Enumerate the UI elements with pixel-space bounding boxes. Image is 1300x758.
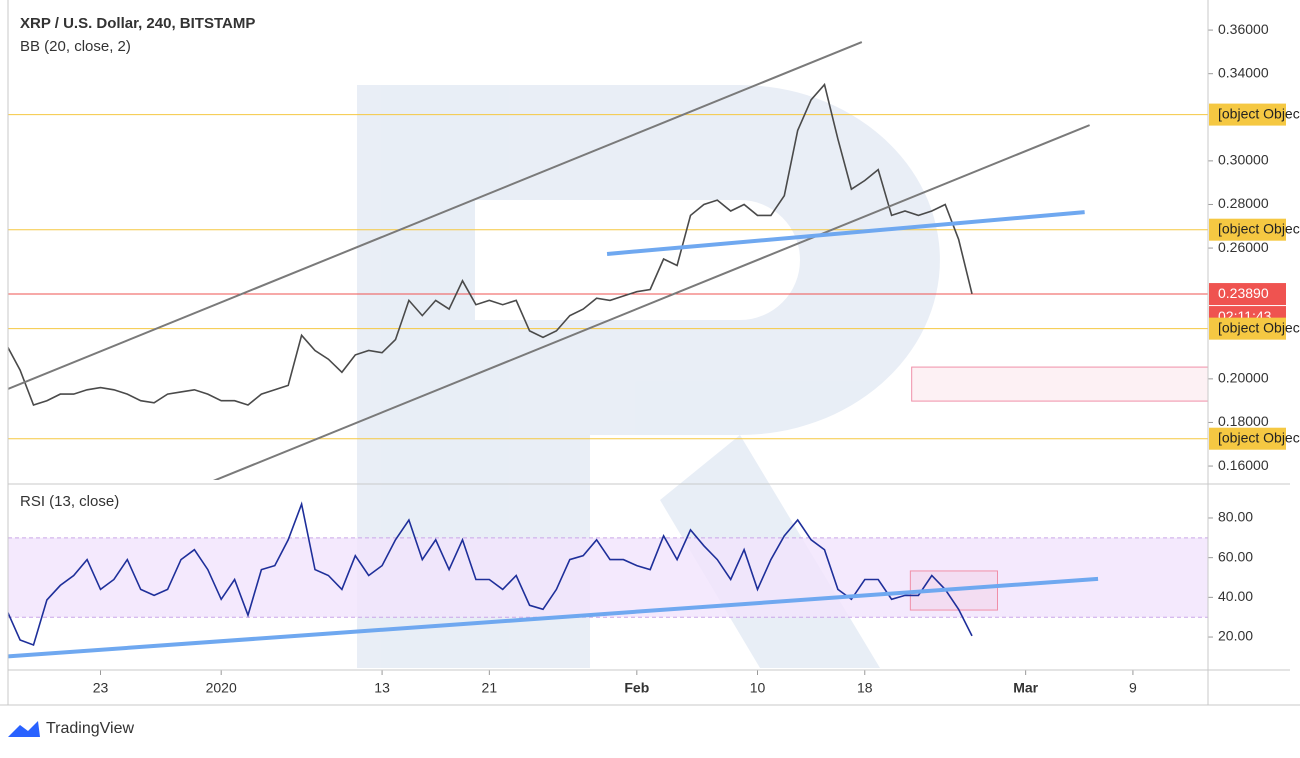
x-tick-label: Feb bbox=[624, 680, 649, 696]
chart-title: XRP / U.S. Dollar, 240, BITSTAMP bbox=[20, 15, 255, 32]
level-tag bbox=[1209, 283, 1286, 306]
series-line bbox=[8, 82, 973, 406]
level-tag-label: 0.23890 bbox=[1218, 285, 1269, 301]
y-tick-label: 0.20000 bbox=[1218, 370, 1269, 386]
y-tick-label: 20.00 bbox=[1218, 628, 1253, 644]
brand[interactable]: TradingView bbox=[46, 720, 134, 737]
trendline bbox=[606, 210, 1085, 256]
x-tick-label: 10 bbox=[750, 680, 766, 696]
x-tick-label: 23 bbox=[93, 680, 109, 696]
y-tick-label: 60.00 bbox=[1218, 548, 1253, 564]
level-tag-label: [object Object] bbox=[1218, 220, 1300, 236]
x-tick-label: 18 bbox=[857, 680, 873, 696]
level-tag-label: [object Object] bbox=[1218, 105, 1300, 121]
zone bbox=[911, 366, 1208, 402]
y-tick-label: 0.30000 bbox=[1218, 152, 1269, 168]
level-tag-label: [object Object] bbox=[1218, 429, 1300, 445]
rsi-title: RSI (13, close) bbox=[20, 493, 119, 510]
level-tag bbox=[1209, 427, 1286, 450]
y-tick-label: 40.00 bbox=[1218, 588, 1253, 604]
y-tick-label: 0.36000 bbox=[1218, 21, 1269, 37]
y-tick-label: 0.28000 bbox=[1218, 195, 1269, 211]
x-tick-label: Mar bbox=[1013, 680, 1038, 696]
y-tick-label: 0.18000 bbox=[1218, 413, 1269, 429]
trendline bbox=[212, 124, 1090, 480]
x-tick-label: 9 bbox=[1129, 680, 1137, 696]
price-pane bbox=[8, 41, 1208, 480]
series-line bbox=[8, 501, 973, 647]
level-tag bbox=[1209, 317, 1286, 340]
trendline bbox=[8, 576, 1099, 659]
y-tick-label: 0.26000 bbox=[1218, 239, 1269, 255]
y-tick-label: 0.16000 bbox=[1218, 457, 1269, 473]
x-tick-label: 13 bbox=[374, 680, 390, 696]
chart-subtitle: BB (20, close, 2) bbox=[20, 38, 131, 55]
level-tag bbox=[1209, 218, 1286, 241]
y-tick-label: 0.34000 bbox=[1218, 64, 1269, 80]
x-tick-label: 2020 bbox=[206, 680, 237, 696]
rsi-pane bbox=[8, 501, 1208, 659]
level-tag bbox=[1209, 103, 1286, 126]
level-tag-label: [object Object] bbox=[1218, 319, 1300, 335]
x-tick-label: 21 bbox=[482, 680, 498, 696]
brand-logo bbox=[8, 721, 40, 737]
y-tick-label: 80.00 bbox=[1218, 509, 1253, 525]
trendline bbox=[8, 41, 863, 391]
rsi-band bbox=[8, 537, 1208, 618]
axes: 0.16000 0.18000 0.20000 0.26000 0.28000 0.300… bbox=[93, 21, 1300, 696]
